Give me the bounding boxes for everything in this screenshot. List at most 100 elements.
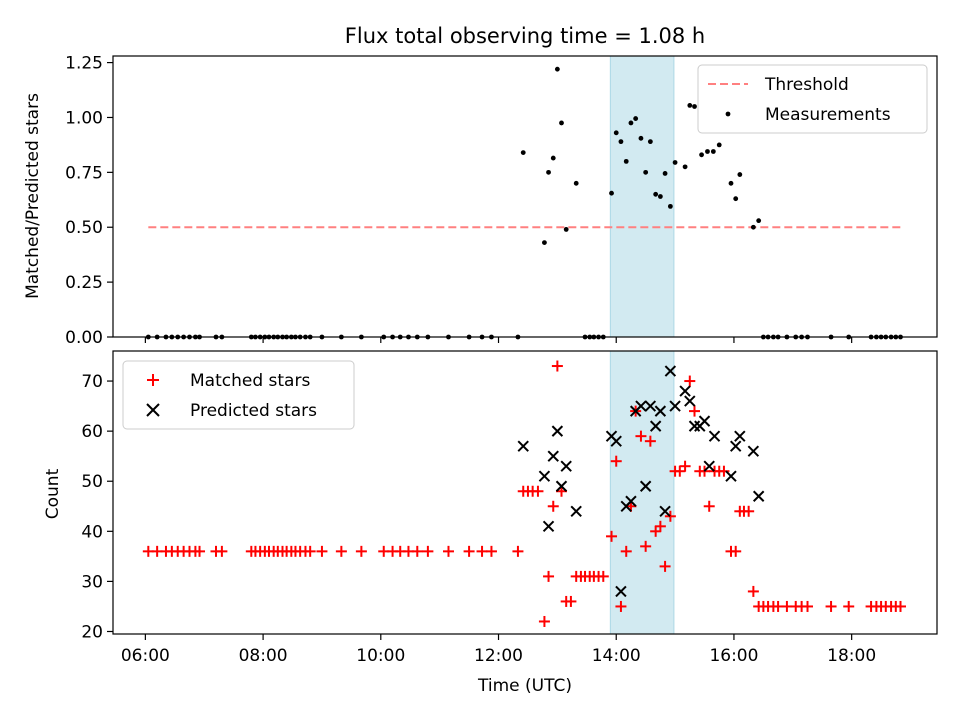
top-legend: Threshold Measurements (697, 64, 928, 134)
predicted-star-point (538, 470, 551, 482)
matched-star-point (644, 435, 656, 447)
top-ytick-label: 1.25 (65, 54, 103, 74)
measurement-point (692, 104, 697, 109)
predicted-star-point (639, 480, 652, 492)
matched-star-point (463, 545, 475, 557)
matched-star-point (843, 600, 855, 612)
predicted-star-point (615, 585, 627, 598)
matched-star-point (538, 615, 550, 627)
bottom-xtick-label: 16:00 (709, 646, 758, 666)
bottom-ytick-label: 60 (81, 422, 103, 442)
predicted-star-point (644, 400, 657, 412)
matched-star-point (485, 545, 497, 557)
bottom-ytick-label: 70 (81, 372, 103, 392)
x-axis-label: Time (UTC) (477, 676, 572, 696)
predicted-star-point (708, 430, 721, 442)
measurement-point (643, 169, 649, 175)
measurement-point (563, 227, 569, 232)
predicted-star-point (542, 520, 555, 533)
matched-star-point (610, 455, 622, 467)
measurement-point (750, 224, 756, 230)
bottom-panel: 20 30 40 50 60 70 06:00 08:00 10:00 12:00 14:00 16… (43, 350, 938, 696)
predicted-star-point (664, 365, 677, 377)
predicted-star-point (684, 395, 696, 407)
matched-star-point (355, 545, 367, 557)
legend-measurements-label: Measurements (765, 105, 891, 125)
measurement-point (609, 190, 614, 196)
bottom-ytick-label: 30 (81, 572, 103, 592)
measurement-point (716, 142, 722, 148)
measurement-point (737, 172, 743, 177)
measurement-point (520, 150, 526, 155)
matched-star-point (551, 360, 563, 372)
predicted-star-point (654, 405, 667, 417)
top-ytick-label: 0.50 (65, 218, 103, 238)
predicted-star-point (752, 490, 765, 502)
matched-star-point (512, 545, 524, 557)
measurement-point (667, 203, 673, 209)
predicted-star-point (703, 460, 715, 472)
bottom-xtick-label: 10:00 (356, 646, 405, 666)
legend-threshold-label: Threshold (764, 75, 849, 95)
measurement-point (756, 218, 762, 224)
top-ytick-label: 0.00 (65, 328, 103, 348)
bottom-ytick-label: 20 (81, 622, 103, 642)
predicted-star-point (635, 400, 647, 412)
matched-star-point (194, 545, 206, 557)
predicted-star-point (547, 450, 559, 462)
matched-star-point (422, 545, 434, 557)
measurement-point (733, 196, 739, 202)
bottom-plot-frame (112, 350, 938, 635)
matched-star-point (615, 600, 627, 612)
matched-star-point (650, 525, 662, 537)
measurement-point (672, 160, 678, 165)
chart-title: Flux total observing time = 1.08 h (345, 24, 705, 48)
matched-star-point (597, 570, 609, 582)
legend-matched-label: Matched stars (190, 371, 310, 391)
measurement-point (554, 66, 560, 72)
predicted-star-point (730, 440, 742, 452)
bottom-xtick-label: 06:00 (121, 646, 170, 666)
top-legend-box (697, 64, 928, 134)
matched-star-point (620, 545, 632, 557)
top-ytick-label: 0.25 (65, 273, 103, 293)
predicted-star-point (551, 425, 564, 437)
predicted-star-point (517, 440, 529, 452)
matched-star-point (316, 545, 328, 557)
measurement-point (573, 180, 579, 186)
bottom-ytick-label: 50 (81, 472, 103, 492)
matched-star-point (532, 485, 544, 497)
predicted-star-point (555, 480, 568, 492)
bottom-legend-box (122, 360, 355, 430)
measurement-point (682, 164, 688, 170)
predicted-star-point (747, 445, 760, 457)
top-plot-frame (112, 55, 938, 338)
predicted-star-point (560, 460, 572, 472)
top-panel: 0.00 0.25 0.50 0.75 1.00 1.25 Matched/Predict… (23, 54, 938, 348)
measurement-point (638, 135, 644, 141)
bottom-highlight-span (609, 350, 675, 635)
predicted-star-point (669, 400, 681, 412)
predicted-star-point (679, 385, 691, 397)
legend-measurements-swatch (725, 111, 731, 117)
bottom-legend: Matched stars Predicted stars (122, 360, 355, 430)
matched-star-point (730, 545, 742, 557)
matched-star-point (684, 375, 696, 387)
matched-star-point (442, 545, 454, 557)
predicted-star-point (734, 430, 746, 442)
matched-star-point (674, 465, 686, 477)
bottom-xtick-label: 12:00 (474, 646, 523, 666)
measurement-point (618, 139, 624, 145)
predicted-star-point (725, 470, 737, 482)
measurement-point (653, 191, 659, 197)
bottom-xtick-label: 14:00 (592, 646, 641, 666)
matched-star-point (718, 465, 730, 477)
measurement-point (662, 171, 668, 176)
matched-star-point (659, 560, 671, 572)
bottom-xtick-label: 08:00 (239, 646, 288, 666)
measurement-point (613, 130, 619, 136)
matched-star-point (476, 545, 488, 557)
bottom-ytick-label: 40 (81, 522, 103, 542)
bottom-y-axis-label: Count (43, 468, 63, 519)
